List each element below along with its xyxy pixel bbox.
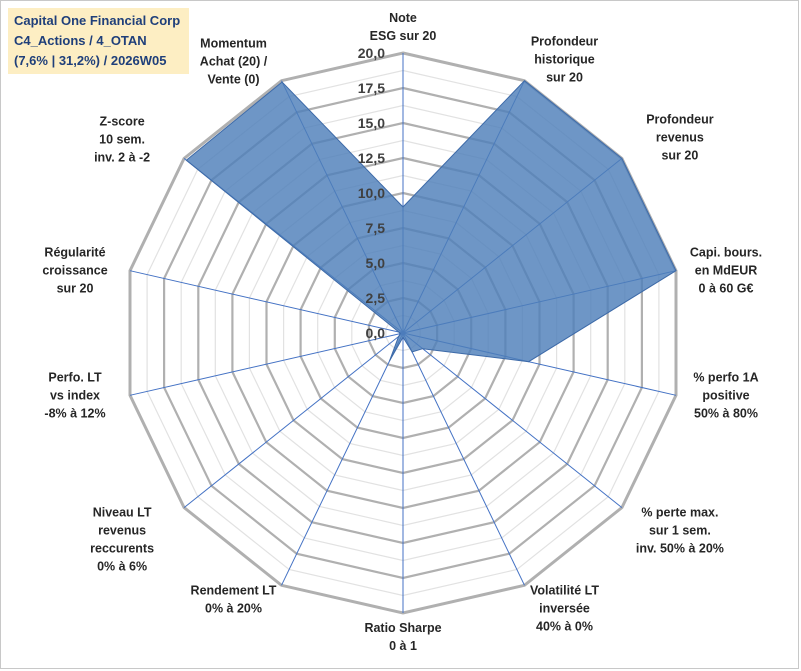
axis-label: Régularité croissance sur 20 (42, 246, 107, 296)
axis-label: % perfo 1A positive 50% à 80% (693, 370, 758, 420)
axis-label: Niveau LT revenus reccurents 0% à 6% (90, 506, 154, 574)
tick-label: 15,0 (358, 115, 385, 131)
axis-spoke (129, 270, 404, 334)
tick-label: 7,5 (366, 220, 386, 236)
tick-label: 0,0 (366, 325, 386, 341)
axis-label: Note ESG sur 20 (370, 11, 437, 43)
axis-spoke (402, 332, 623, 508)
title-portfolio: C4_Actions / 4_OTAN (14, 33, 147, 48)
tick-label: 2,5 (366, 290, 386, 306)
tick-label: 12,5 (358, 150, 385, 166)
title-stats: (7,6% | 31,2%) / 2026W05 (14, 53, 167, 68)
axis-labels: Note ESG sur 20 Profondeur historique sur 20… (42, 11, 762, 653)
tick-label: 5,0 (366, 255, 386, 271)
axis-label: Momentum Achat (20) / Vente (0) (200, 37, 268, 87)
axis-spoke (402, 332, 525, 586)
axis-label: Volatilité LT inversée 40% à 0% (530, 583, 599, 633)
tick-label: 10,0 (358, 185, 385, 201)
title-company: Capital One Financial Corp (14, 13, 181, 28)
series-area (185, 80, 677, 363)
axis-label: Z-score 10 sem. inv. 2 à -2 (94, 114, 150, 164)
axis-label: Profondeur historique sur 20 (531, 35, 598, 85)
tick-label: 20,0 (358, 45, 385, 61)
radial-tick-labels: 0,0 2,5 5,0 7,5 10,0 12,5 15,0 17,5 20,0 (358, 45, 385, 341)
axis-spoke (183, 332, 404, 508)
title-box: Capital One Financial Corp C4_Actions / … (8, 8, 189, 74)
axis-label: Capi. bours. en MdEUR 0 à 60 G€ (690, 246, 762, 296)
axis-label: Rendement LT 0% à 20% (191, 583, 277, 615)
axis-label: Ratio Sharpe 0 à 1 (364, 621, 441, 653)
axis-label: Perfo. LT vs index -8% à 12% (44, 370, 105, 420)
axis-spoke (129, 332, 404, 396)
tick-label: 17,5 (358, 80, 385, 96)
axis-label: % perte max. sur 1 sem. inv. 50% à 20% (636, 506, 724, 556)
axis-label: Profondeur revenus sur 20 (646, 112, 713, 162)
data-series (185, 80, 677, 363)
axis-spoke (281, 332, 404, 586)
